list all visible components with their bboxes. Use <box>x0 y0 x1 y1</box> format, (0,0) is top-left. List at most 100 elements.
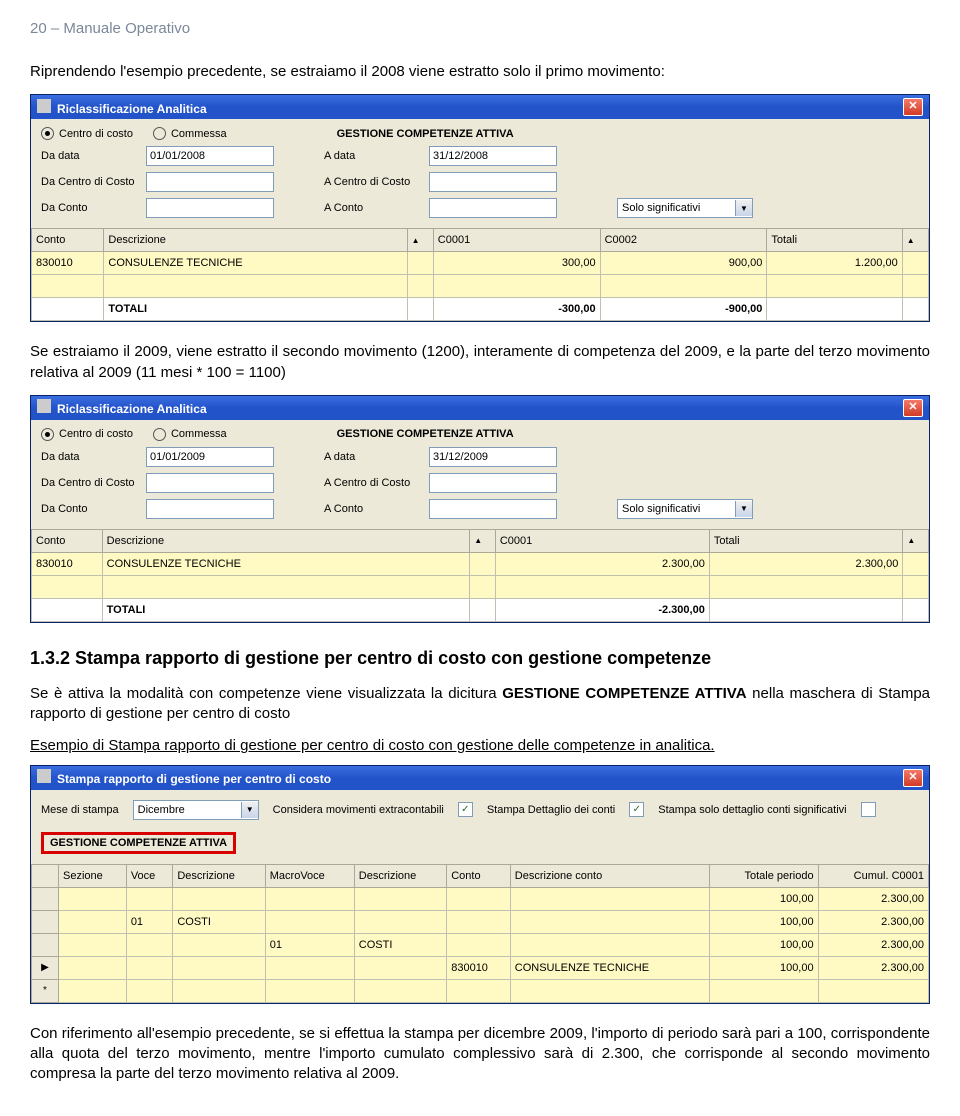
titlebar: Riclassificazione Analitica ✕ <box>31 396 929 420</box>
col-macro: MacroVoce <box>265 864 354 887</box>
cell: 2.300,00 <box>818 887 928 910</box>
checkbox-solo-det[interactable] <box>861 802 876 817</box>
radio-centro[interactable]: Centro di costo <box>41 127 133 140</box>
scroll-up-icon[interactable]: ▲ <box>470 529 496 552</box>
col-c0001: C0001 <box>495 529 709 552</box>
cell-conto: 830010 <box>32 252 104 275</box>
cell: 100,00 <box>710 910 819 933</box>
col-desc-conto: Descrizione conto <box>510 864 709 887</box>
close-icon[interactable]: ✕ <box>903 399 923 417</box>
cell <box>447 887 511 910</box>
col-voce: Voce <box>126 864 173 887</box>
radio-commessa[interactable]: Commessa <box>153 428 227 441</box>
current-row-indicator[interactable]: ▶ <box>32 956 59 979</box>
dropdown-value: Solo significativi <box>622 202 700 214</box>
cell-tot-c0001: -2.300,00 <box>495 598 709 621</box>
input-da-conto[interactable] <box>146 499 274 519</box>
label-da-centro: Da Centro di Costo <box>41 477 136 489</box>
window-icon <box>37 399 51 413</box>
col-conto: Conto <box>32 229 104 252</box>
input-a-conto[interactable] <box>429 499 557 519</box>
active-label: GESTIONE COMPETENZE ATTIVA <box>337 428 514 440</box>
grid-stampa: Sezione Voce Descrizione MacroVoce Descr… <box>31 864 929 1003</box>
input-da-centro[interactable] <box>146 473 274 493</box>
input-da-centro[interactable] <box>146 172 274 192</box>
intro-1: Riprendendo l'esempio precedente, se est… <box>30 62 930 82</box>
radio-commessa[interactable]: Commessa <box>153 127 227 140</box>
input-a-centro[interactable] <box>429 473 557 493</box>
checkbox-considera[interactable]: ✓ <box>458 802 473 817</box>
col-desc: Descrizione <box>104 229 407 252</box>
titlebar: Stampa rapporto di gestione per centro d… <box>31 766 929 790</box>
col-c0002: C0002 <box>600 229 767 252</box>
radio-centro[interactable]: Centro di costo <box>41 428 133 441</box>
scroll-up-icon[interactable]: ▲ <box>902 229 928 252</box>
chevron-down-icon[interactable]: ▼ <box>241 802 258 818</box>
scroll-up-icon[interactable]: ▲ <box>903 529 929 552</box>
section-text: Se è attiva la modalità con competenze v… <box>30 684 930 725</box>
col-conto: Conto <box>447 864 511 887</box>
page-header: 20 – Manuale Operativo <box>30 20 930 37</box>
footer-text: Con riferimento all'esempio precedente, … <box>30 1024 930 1085</box>
row-selector[interactable] <box>32 910 59 933</box>
cell-totali-label: TOTALI <box>102 598 470 621</box>
row-selector[interactable] <box>32 887 59 910</box>
cell <box>59 956 127 979</box>
col-c0001: C0001 <box>433 229 600 252</box>
dropdown-mese[interactable]: Dicembre ▼ <box>133 800 259 820</box>
close-icon[interactable]: ✕ <box>903 769 923 787</box>
cell <box>265 910 354 933</box>
titlebar: Riclassificazione Analitica ✕ <box>31 95 929 119</box>
label-da-conto: Da Conto <box>41 503 136 515</box>
cell: 01 <box>265 933 354 956</box>
dropdown-filter[interactable]: Solo significativi ▼ <box>617 198 753 218</box>
cell-desc: CONSULENZE TECNICHE <box>102 552 470 575</box>
col-desc2: Descrizione <box>354 864 446 887</box>
cell: 100,00 <box>710 956 819 979</box>
cell: 01 <box>126 910 173 933</box>
cell-totali: 1.200,00 <box>767 252 902 275</box>
input-da-conto[interactable] <box>146 198 274 218</box>
dropdown-filter[interactable]: Solo significativi ▼ <box>617 499 753 519</box>
label-da-centro: Da Centro di Costo <box>41 176 136 188</box>
checkbox-dettaglio[interactable]: ✓ <box>629 802 644 817</box>
input-da-data[interactable] <box>146 146 274 166</box>
close-icon[interactable]: ✕ <box>903 98 923 116</box>
cell: CONSULENZE TECNICHE <box>510 956 709 979</box>
cell <box>173 887 265 910</box>
chevron-down-icon[interactable]: ▼ <box>735 501 752 517</box>
cell-totali-label: TOTALI <box>104 298 407 321</box>
section-heading: 1.3.2 Stampa rapporto di gestione per ce… <box>30 648 930 669</box>
new-row-indicator[interactable]: * <box>32 979 59 1002</box>
input-a-data[interactable] <box>429 146 557 166</box>
window-riclass-2009: Riclassificazione Analitica ✕ Centro di … <box>30 395 930 623</box>
col-totali: Totali <box>709 529 903 552</box>
cell <box>447 910 511 933</box>
input-a-data[interactable] <box>429 447 557 467</box>
dropdown-value: Dicembre <box>138 804 185 816</box>
red-highlight: GESTIONE COMPETENZE ATTIVA <box>41 832 236 854</box>
example-line: Esempio di Stampa rapporto di gestione p… <box>30 736 930 756</box>
cell <box>354 910 446 933</box>
input-a-conto[interactable] <box>429 198 557 218</box>
window-icon <box>37 99 51 113</box>
cell <box>354 956 446 979</box>
label-a-conto: A Conto <box>324 202 419 214</box>
intro-2: Se estraiamo il 2009, viene estratto il … <box>30 342 930 383</box>
chevron-down-icon[interactable]: ▼ <box>735 200 752 216</box>
input-da-data[interactable] <box>146 447 274 467</box>
cell: 830010 <box>447 956 511 979</box>
col-cumul: Cumul. C0001 <box>818 864 928 887</box>
cell-totali: 2.300,00 <box>709 552 903 575</box>
radio-label: Commessa <box>171 128 227 140</box>
window-icon <box>37 769 51 783</box>
cell <box>126 956 173 979</box>
cell: 2.300,00 <box>818 910 928 933</box>
dropdown-value: Solo significativi <box>622 503 700 515</box>
label-a-centro: A Centro di Costo <box>324 176 419 188</box>
label-mese: Mese di stampa <box>41 804 119 816</box>
row-selector[interactable] <box>32 933 59 956</box>
input-a-centro[interactable] <box>429 172 557 192</box>
cell <box>447 933 511 956</box>
scroll-up-icon[interactable]: ▲ <box>407 229 433 252</box>
